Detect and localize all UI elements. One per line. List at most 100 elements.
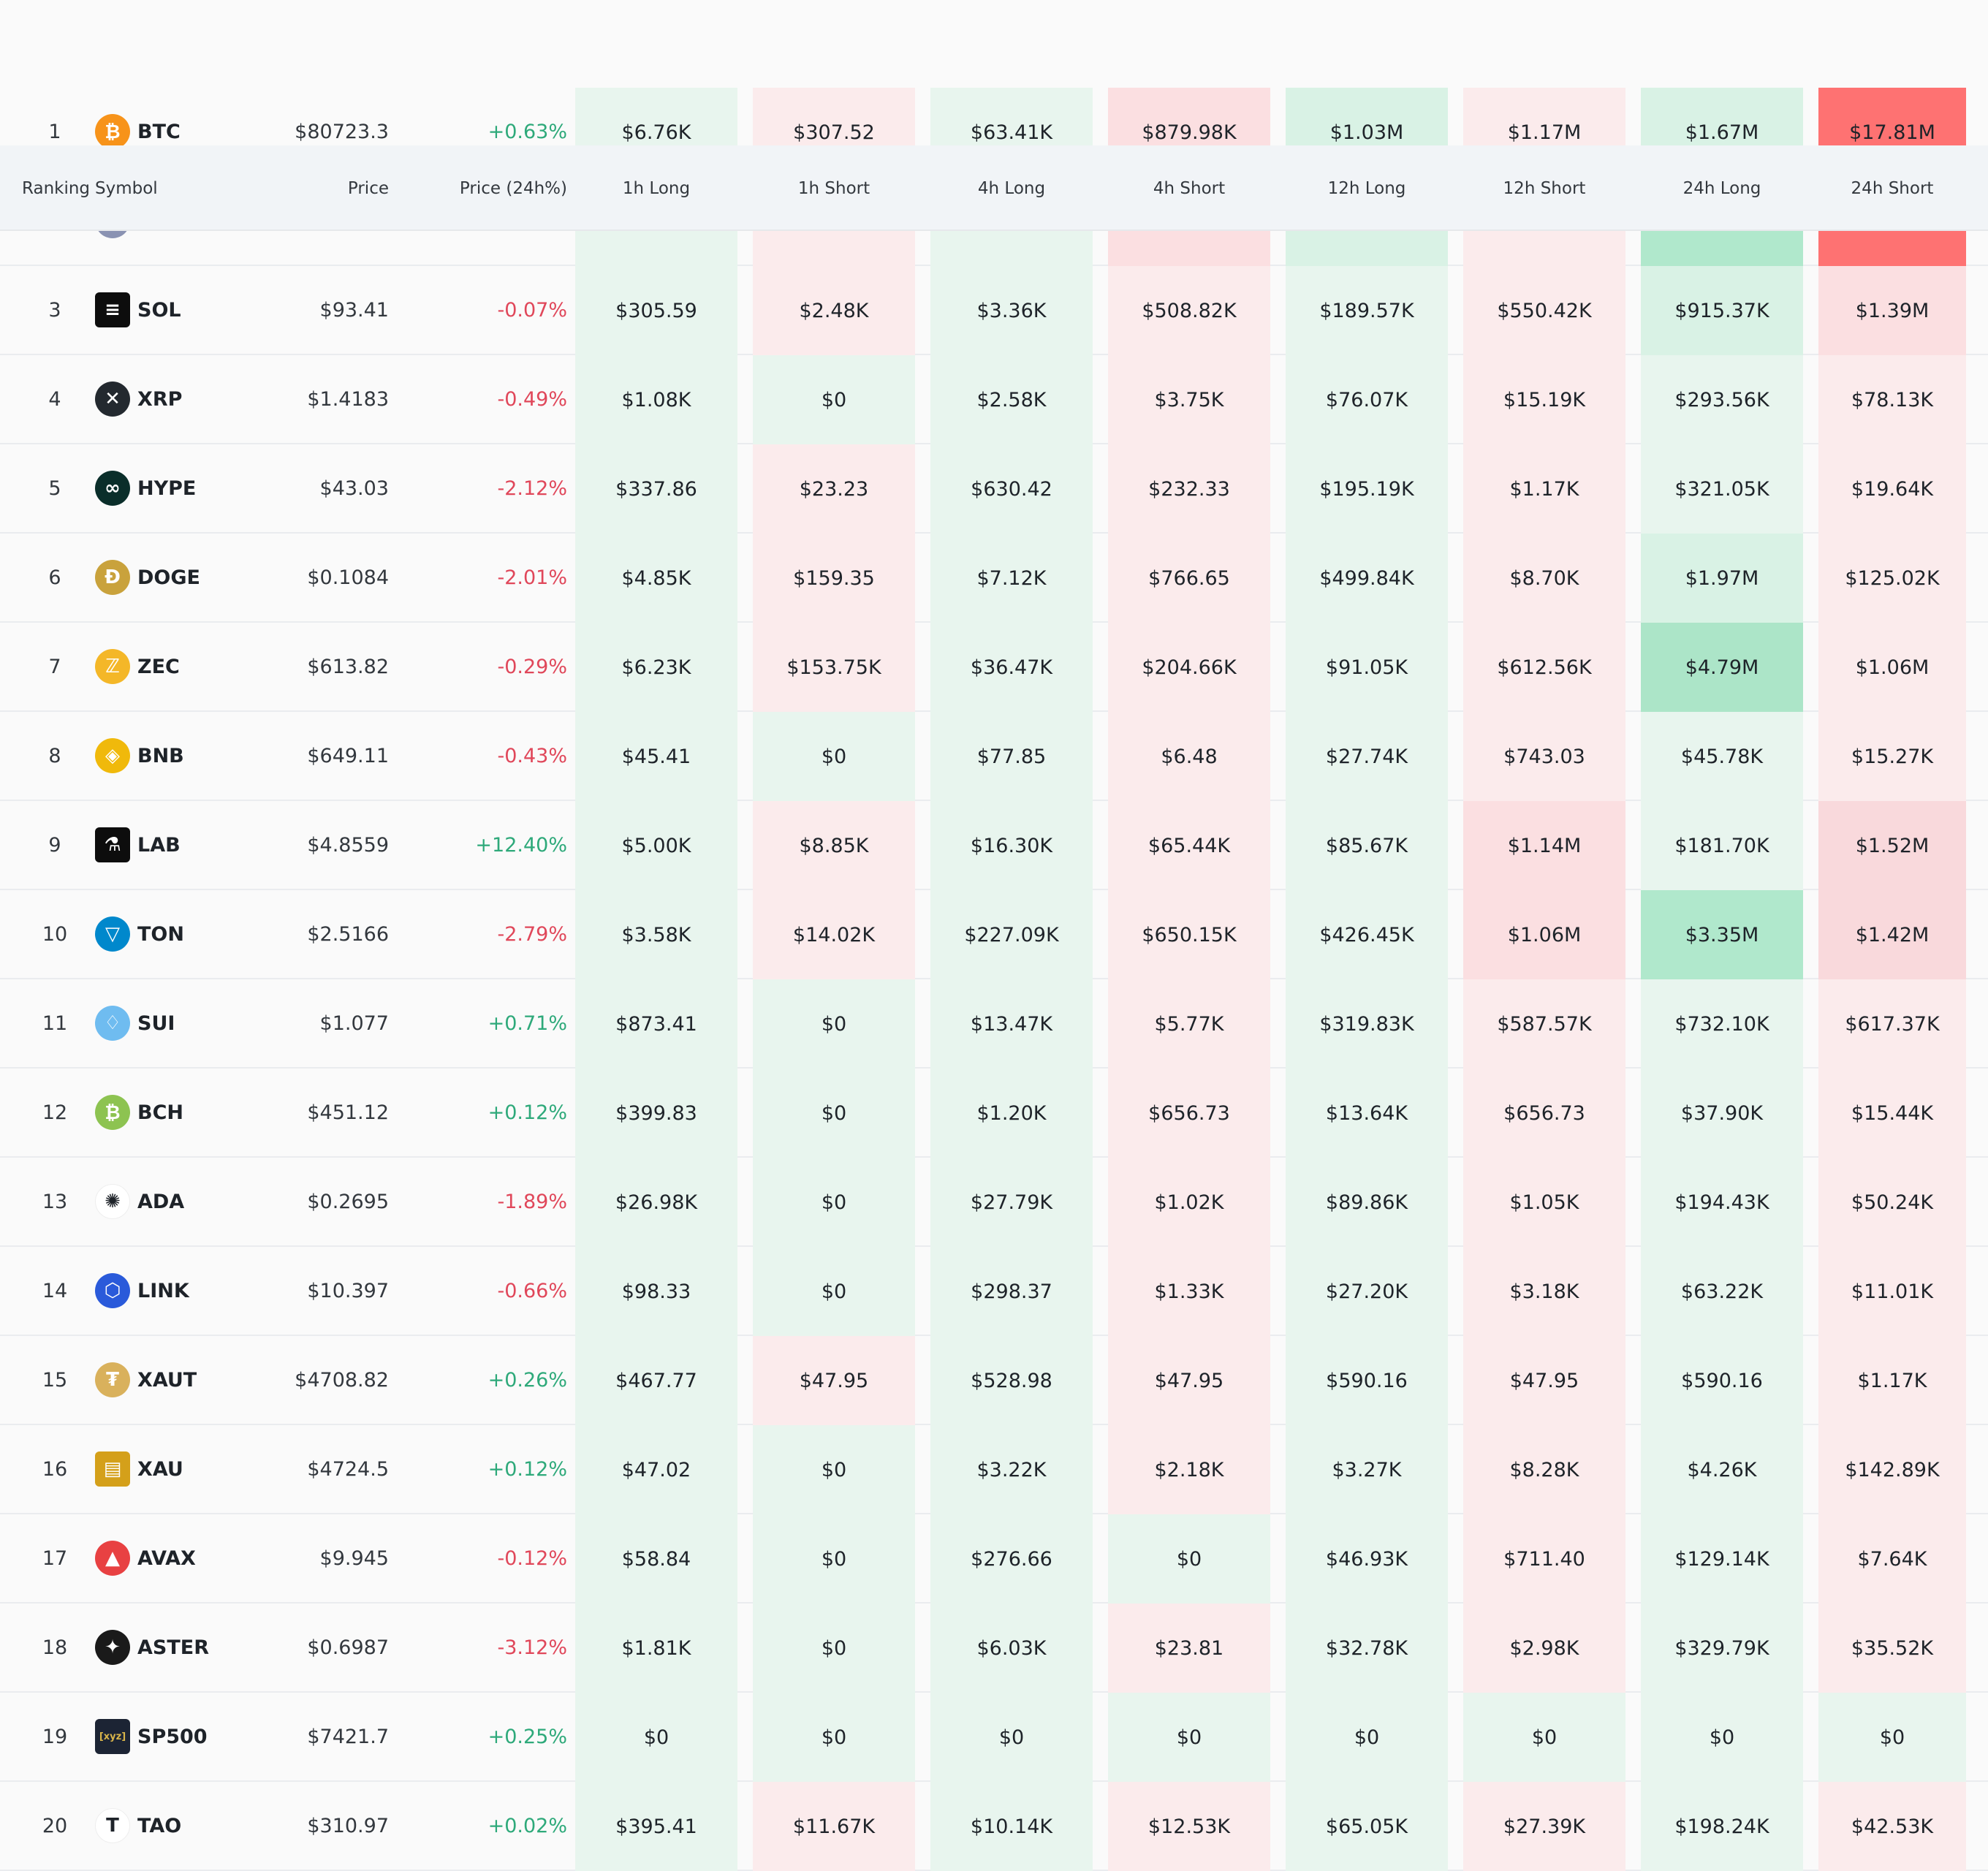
- table-row[interactable]: 8 ◈ BNB $649.11 -0.43% $45.41 $0 $77.85 $6.48 $27…: [0, 712, 1988, 801]
- column-1h-short[interactable]: 1h Short: [797, 178, 870, 198]
- liquidation-4h-short-cell: $508.82K: [1108, 266, 1270, 355]
- column-4h-long[interactable]: 4h Long: [977, 178, 1046, 198]
- symbol-cell[interactable]: ₮ XAUT: [95, 1336, 270, 1424]
- symbol-cell[interactable]: [xyz] SP500: [95, 1693, 270, 1780]
- table-row[interactable]: 12 ₿ BCH $451.12 +0.12% $399.83 $0 $1.20K $656.7…: [0, 1069, 1988, 1158]
- liquidation-24h-short-cell: $7.64K: [1818, 1514, 1966, 1604]
- liquidation-24h-short-cell: $1.06M: [1818, 623, 1966, 712]
- liquidation-4h-long-cell: $630.42: [930, 444, 1093, 534]
- column-12h-short[interactable]: 12h Short: [1503, 178, 1586, 198]
- table-row[interactable]: 11 ♢ SUI $1.077 +0.71% $873.41 $0 $13.47K $5.77K…: [0, 979, 1988, 1069]
- symbol-cell[interactable]: ✕ XRP: [95, 355, 270, 443]
- symbol-cell[interactable]: ✦ ASTER: [95, 1604, 270, 1691]
- liquidation-4h-short-cell: $0: [1108, 1514, 1270, 1604]
- symbol-cell[interactable]: Ð DOGE: [95, 534, 270, 621]
- symbol-cell[interactable]: ▽ TON: [95, 890, 270, 978]
- column-24h-long[interactable]: 24h Long: [1682, 178, 1761, 198]
- symbol-cell[interactable]: ₿ BCH: [95, 1069, 270, 1156]
- liquidation-24h-short-cell: $42.53K: [1818, 1782, 1966, 1871]
- symbol-cell[interactable]: ₿ BTC: [95, 88, 270, 175]
- price-change-cell: -0.66%: [497, 1279, 567, 1302]
- table-row[interactable]: 19 [xyz] SP500 $7421.7 +0.25% $0 $0 $0 $0 $0 $0 $0 $…: [0, 1693, 1988, 1782]
- column-ranking[interactable]: Ranking: [22, 178, 91, 198]
- liquidation-12h-short-cell: $1.05K: [1463, 1158, 1625, 1247]
- liquidation-24h-short-cell: $35.52K: [1818, 1604, 1966, 1693]
- table-row[interactable]: 7 ℤ ZEC $613.82 -0.29% $6.23K $153.75K $36.47K $…: [0, 623, 1988, 712]
- liquidation-24h-short-cell: $142.89K: [1818, 1425, 1966, 1514]
- symbol-cell[interactable]: ≡ SOL: [95, 266, 270, 354]
- symbol-cell[interactable]: ♢ SUI: [95, 979, 270, 1067]
- table-row[interactable]: 5 ∞ HYPE $43.03 -2.12% $337.86 $23.23 $630.42 $2…: [0, 444, 1988, 534]
- table-row[interactable]: 3 ≡ SOL $93.41 -0.07% $305.59 $2.48K $3.36K $508…: [0, 266, 1988, 355]
- table-row[interactable]: 18 ✦ ASTER $0.6987 -3.12% $1.81K $0 $6.03K $23.8…: [0, 1604, 1988, 1693]
- liquidation-12h-long-cell: $27.74K: [1286, 712, 1448, 801]
- liquidation-24h-short-cell: $0: [1818, 1693, 1966, 1782]
- symbol-label: BNB: [137, 744, 184, 767]
- liquidation-4h-long-cell: $276.66: [930, 1514, 1093, 1604]
- table-row[interactable]: 6 Ð DOGE $0.1084 -2.01% $4.85K $159.35 $7.12K $7…: [0, 534, 1988, 623]
- liquidation-4h-short-cell: $650.15K: [1108, 890, 1270, 979]
- liquidation-1h-long-cell: $873.41: [575, 979, 737, 1069]
- symbol-cell[interactable]: ◈ BNB: [95, 712, 270, 800]
- table-row[interactable]: 14 ⬡ LINK $10.397 -0.66% $98.33 $0 $298.37 $1.33…: [0, 1247, 1988, 1336]
- liquidation-24h-long-cell: $4.26K: [1641, 1425, 1803, 1514]
- symbol-cell[interactable]: T TAO: [95, 1782, 270, 1870]
- liquidation-24h-short-cell: $1.52M: [1818, 801, 1966, 890]
- column-1h-long[interactable]: 1h Long: [622, 178, 691, 198]
- column-price-change[interactable]: Price (24h%): [459, 178, 567, 198]
- price-change-cell: +0.12%: [487, 1457, 567, 1481]
- liquidation-4h-short-cell: $1.33K: [1108, 1247, 1270, 1336]
- table-row[interactable]: 4 ✕ XRP $1.4183 -0.49% $1.08K $0 $2.58K $3.75K $7…: [0, 355, 1988, 444]
- price-cell: $310.97: [307, 1814, 389, 1837]
- rank-cell: 3: [48, 298, 61, 322]
- liquidation-24h-short-cell: $50.24K: [1818, 1158, 1966, 1247]
- table-row[interactable]: 20 T TAO $310.97 +0.02% $395.41 $11.67K $10.14K…: [0, 1782, 1988, 1871]
- liquidation-1h-short-cell: $23.23: [753, 444, 915, 534]
- liquidation-1h-short-cell: $0: [753, 1604, 915, 1693]
- liquidation-24h-short-cell: $1.42M: [1818, 890, 1966, 979]
- symbol-label: XAUT: [137, 1368, 197, 1392]
- column-12h-long[interactable]: 12h Long: [1327, 178, 1406, 198]
- price-cell: $1.4183: [307, 387, 389, 411]
- table-row[interactable]: 16 ▤ XAU $4724.5 +0.12% $47.02 $0 $3.22K $2.18K $…: [0, 1425, 1988, 1514]
- symbol-cell[interactable]: ⚗ LAB: [95, 801, 270, 889]
- liquidation-4h-short-cell: $766.65: [1108, 534, 1270, 623]
- price-change-cell: +0.25%: [487, 1725, 567, 1748]
- table-row[interactable]: 13 ✺ ADA $0.2695 -1.89% $26.98K $0 $27.79K $1.02…: [0, 1158, 1988, 1247]
- liquidation-12h-short-cell: $15.19K: [1463, 355, 1625, 444]
- liquidation-24h-short-cell: $15.44K: [1818, 1069, 1966, 1158]
- table-row[interactable]: 15 ₮ XAUT $4708.82 +0.26% $467.77 $47.95 $528.9…: [0, 1336, 1988, 1425]
- price-cell: $0.6987: [307, 1636, 389, 1659]
- symbol-cell[interactable]: ✺ ADA: [95, 1158, 270, 1245]
- price-change-cell: -1.89%: [497, 1190, 567, 1213]
- column-24h-short[interactable]: 24h Short: [1851, 178, 1934, 198]
- column-price[interactable]: Price: [347, 178, 389, 198]
- price-change-cell: +0.02%: [487, 1814, 567, 1837]
- liquidation-4h-short-cell: $232.33: [1108, 444, 1270, 534]
- liquidation-1h-short-cell: $0: [753, 1247, 915, 1336]
- liquidation-1h-short-cell: $47.95: [753, 1336, 915, 1425]
- price-change-cell: +0.63%: [487, 120, 567, 143]
- column-4h-short[interactable]: 4h Short: [1153, 178, 1226, 198]
- rank-cell: 9: [48, 833, 61, 857]
- bittensor-icon: T: [95, 1808, 130, 1843]
- liquidation-12h-short-cell: $8.70K: [1463, 534, 1625, 623]
- symbol-cell[interactable]: ▲ AVAX: [95, 1514, 270, 1602]
- liquidation-12h-long-cell: $0: [1286, 1693, 1448, 1782]
- table-row[interactable]: 9 ⚗ LAB $4.8559 +12.40% $5.00K $8.85K $16.30K $6…: [0, 801, 1988, 890]
- price-cell: $4708.82: [295, 1368, 389, 1392]
- price-cell: $93.41: [319, 298, 389, 322]
- aster-icon: ✦: [95, 1630, 130, 1665]
- symbol-cell[interactable]: ▤ XAU: [95, 1425, 270, 1513]
- symbol-cell[interactable]: ⬡ LINK: [95, 1247, 270, 1335]
- table-row[interactable]: 17 ▲ AVAX $9.945 -0.12% $58.84 $0 $276.66 $0 $46.…: [0, 1514, 1988, 1604]
- liquidation-1h-long-cell: $3.58K: [575, 890, 737, 979]
- column-symbol[interactable]: Symbol: [95, 178, 158, 198]
- symbol-cell[interactable]: ∞ HYPE: [95, 444, 270, 532]
- symbol-cell[interactable]: ℤ ZEC: [95, 623, 270, 710]
- liquidation-1h-long-cell: $98.33: [575, 1247, 737, 1336]
- table-row[interactable]: 10 ▽ TON $2.5166 -2.79% $3.58K $14.02K $227.09K…: [0, 890, 1988, 979]
- liquidation-1h-short-cell: $8.85K: [753, 801, 915, 890]
- liquidation-24h-long-cell: $732.10K: [1641, 979, 1803, 1069]
- liquidation-4h-long-cell: $2.58K: [930, 355, 1093, 444]
